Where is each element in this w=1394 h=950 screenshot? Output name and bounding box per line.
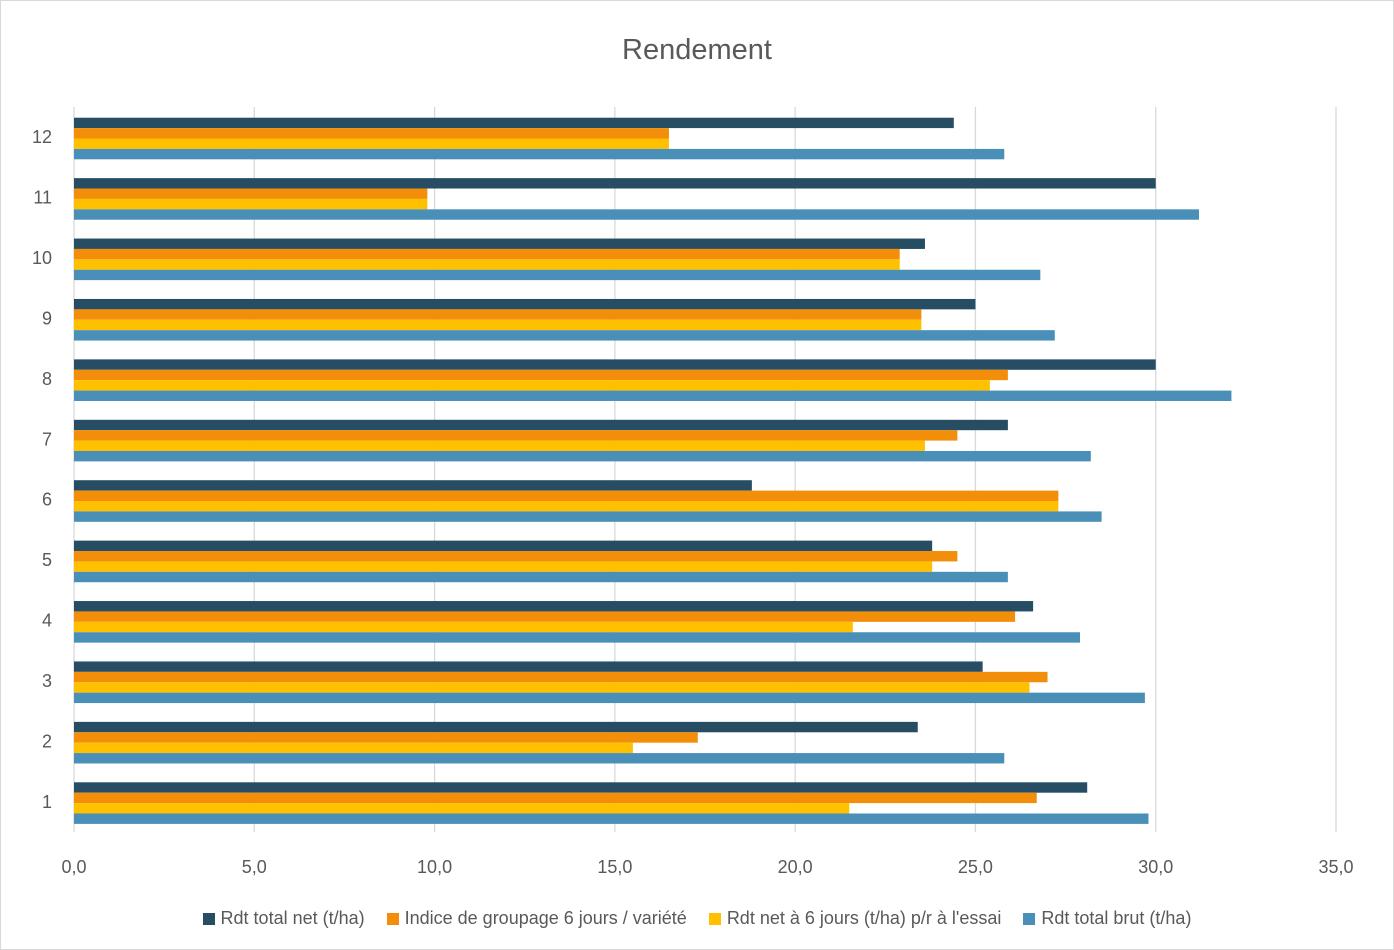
- y-tick-label: 2: [42, 731, 52, 751]
- bar-series-3-cat-2: [74, 742, 633, 754]
- y-tick-label: 11: [33, 188, 52, 208]
- legend-label: Indice de groupage 6 jours / variété: [404, 908, 687, 928]
- y-tick-label: 4: [42, 611, 52, 631]
- legend-item-2: Indice de groupage 6 jours / variété: [386, 908, 687, 929]
- bar-series-3-cat-9: [74, 319, 922, 331]
- bar-series-1-cat-10: [74, 238, 925, 249]
- bar-series-2-cat-3: [74, 671, 1048, 683]
- legend-item-4: Rdt total brut (t/ha): [1023, 908, 1191, 929]
- bar-series-3-cat-7: [74, 440, 925, 451]
- x-tick-label: 30,0: [1138, 857, 1173, 877]
- bar-series-2-cat-12: [74, 128, 669, 139]
- bar-series-2-cat-1: [74, 792, 1037, 804]
- bar-series-1-cat-11: [74, 178, 1156, 189]
- bar-series-3-cat-3: [74, 682, 1030, 693]
- bar-series-1-cat-9: [74, 298, 976, 310]
- bar-series-3-cat-8: [74, 380, 990, 391]
- bar-series-2-cat-8: [74, 369, 1008, 381]
- x-tick-label: 10,0: [417, 857, 452, 877]
- bar-series-4-cat-12: [74, 148, 1005, 160]
- chart-title: Rendement: [622, 34, 772, 66]
- bar-series-4-cat-9: [74, 330, 1055, 341]
- x-tick-label: 20,0: [778, 857, 813, 877]
- y-tick-label: 6: [42, 490, 52, 510]
- bar-series-2-cat-4: [74, 611, 1016, 622]
- bar-series-2-cat-2: [74, 732, 698, 743]
- bar-series-1-cat-2: [74, 721, 918, 733]
- legend-swatch: [1023, 912, 1036, 925]
- y-tick-label: 10: [32, 248, 52, 268]
- x-tick-label: 5,0: [242, 857, 267, 877]
- bar-series-3-cat-10: [74, 259, 900, 270]
- bar-series-4-cat-1: [74, 813, 1149, 824]
- bar-series-3-cat-11: [74, 198, 428, 210]
- bar-series-1-cat-7: [74, 419, 1008, 431]
- bar-series-4-cat-11: [74, 209, 1199, 220]
- bar-series-1-cat-4: [74, 601, 1034, 612]
- legend-swatch: [202, 912, 215, 925]
- x-tick-label: 15,0: [597, 857, 632, 877]
- bar-series-4-cat-10: [74, 269, 1041, 281]
- bar-series-2-cat-10: [74, 248, 900, 260]
- bar-series-4-cat-5: [74, 571, 1008, 583]
- legend-label: Rdt net à 6 jours (t/ha) p/r à l'essai: [726, 908, 1002, 928]
- bar-series-2-cat-6: [74, 490, 1059, 502]
- bar-series-3-cat-4: [74, 621, 853, 633]
- bar-series-1-cat-6: [74, 480, 752, 491]
- y-tick-label: 9: [42, 308, 52, 328]
- bar-series-3-cat-6: [74, 501, 1059, 512]
- x-tick-label: 35,0: [1318, 857, 1353, 877]
- bar-series-1-cat-3: [74, 661, 983, 672]
- legend-label: Rdt total brut (t/ha): [1041, 908, 1192, 928]
- bar-series-2-cat-9: [74, 309, 922, 320]
- bar-series-4-cat-4: [74, 632, 1080, 643]
- legend-swatch: [386, 912, 399, 925]
- x-tick-label: 25,0: [958, 857, 993, 877]
- bar-series-4-cat-2: [74, 753, 1005, 764]
- bar-series-3-cat-5: [74, 561, 933, 572]
- legend: Rdt total net (t/ha) Indice de groupage 6…: [0, 908, 1394, 929]
- legend-label: Rdt total net (t/ha): [220, 908, 365, 928]
- bar-series-1-cat-5: [74, 540, 933, 552]
- bar-series-4-cat-8: [74, 390, 1232, 401]
- y-tick-label: 5: [42, 550, 52, 570]
- legend-item-3: Rdt net à 6 jours (t/ha) p/r à l'essai: [708, 908, 1002, 929]
- x-tick-label: 0,0: [61, 857, 86, 877]
- y-tick-label: 3: [42, 671, 52, 691]
- y-tick-label: 1: [42, 792, 52, 812]
- bar-series-2-cat-11: [74, 188, 428, 199]
- legend-swatch: [708, 912, 721, 925]
- bar-series-3-cat-1: [74, 803, 850, 814]
- bar-series-2-cat-5: [74, 551, 958, 562]
- bar-series-4-cat-3: [74, 692, 1145, 704]
- bar-series-2-cat-7: [74, 430, 958, 441]
- bar-series-4-cat-7: [74, 450, 1091, 462]
- legend-item-1: Rdt total net (t/ha): [202, 908, 365, 929]
- bar-series-1-cat-8: [74, 359, 1156, 370]
- bar-series-1-cat-12: [74, 117, 954, 129]
- bar-series-4-cat-6: [74, 511, 1102, 522]
- y-tick-label: 12: [32, 127, 52, 147]
- bar-series-1-cat-1: [74, 782, 1088, 793]
- bar-series-3-cat-12: [74, 138, 669, 149]
- y-tick-label: 7: [42, 429, 52, 449]
- y-tick-label: 8: [42, 369, 52, 389]
